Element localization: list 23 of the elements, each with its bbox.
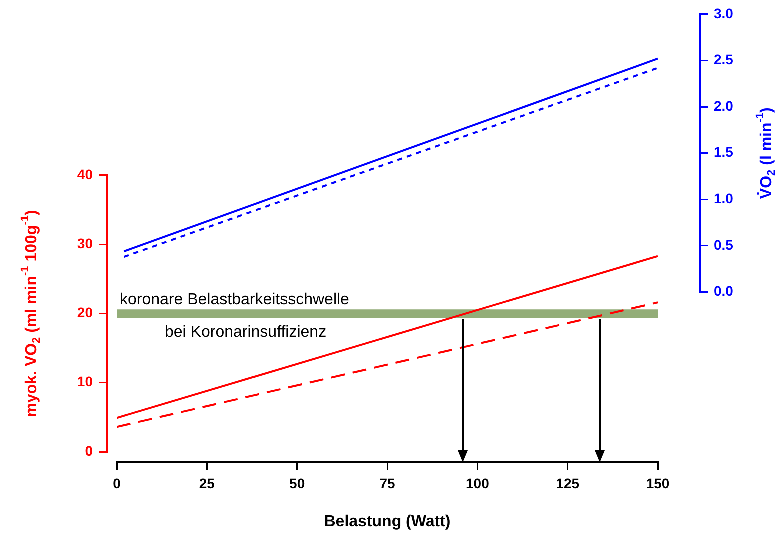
x-tick-label: 125	[556, 475, 580, 492]
y-tick-label: 40	[77, 166, 94, 182]
x-tick-label: 150	[646, 475, 670, 492]
y2-tick-label: 1.0	[714, 190, 734, 207]
y2-axis-title: V̇O2 (l min-1)	[754, 108, 778, 200]
y-tick-label: 10	[77, 374, 94, 390]
y-axis-title: myok. VO2 (ml min-1 100g-1)	[20, 210, 43, 418]
x-tick-label: 100	[466, 475, 490, 492]
y-tick-label: 20	[77, 304, 94, 321]
x-tick-label: 0	[113, 475, 122, 492]
x-axis-title: Belastung (Watt)	[324, 513, 451, 530]
y-tick-label: 0	[85, 442, 94, 459]
y-tick-label: 30	[77, 235, 94, 252]
y2-tick-label: 3.0	[714, 5, 734, 22]
x-tick-label: 25	[199, 475, 216, 492]
band-label: koronare Belastbarkeitsschwelle bei Koronarinsuffizienz	[120, 292, 350, 341]
y2-tick-label: 1.5	[714, 144, 734, 160]
x-tick-label: 75	[380, 475, 396, 492]
x-tick-label: 50	[290, 475, 306, 492]
y2-tick-label: 2.0	[714, 98, 734, 114]
y2-tick-label: 0.5	[714, 236, 734, 253]
y2-tick-label: 0.0	[714, 283, 734, 300]
y2-tick-label: 2.5	[714, 52, 734, 68]
